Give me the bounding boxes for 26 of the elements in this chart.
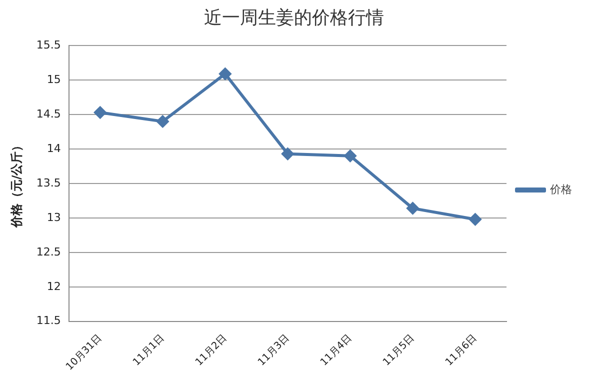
y-tick-label: 12	[46, 280, 61, 293]
x-tick-label: 10月31日	[64, 332, 104, 373]
x-tick-label: 11月5日	[381, 332, 417, 368]
y-tick-label: 14.5	[36, 107, 61, 120]
chart-title: 近一周生姜的价格行情	[204, 7, 384, 28]
y-tick-label: 15	[46, 72, 61, 86]
y-tick-label: 15.5	[36, 38, 61, 52]
x-tick-label: 11月4日	[318, 332, 354, 368]
y-tick-label: 13.5	[36, 176, 61, 190]
x-tick-label: 11月1日	[131, 332, 167, 368]
x-tick-label: 11月3日	[256, 332, 292, 368]
y-tick-label: 14	[46, 142, 61, 155]
y-tick-label: 12.5	[36, 245, 61, 258]
y-axis-title: 价格（元/公斤）	[9, 139, 24, 229]
point	[406, 202, 419, 214]
legend-label: 价格	[549, 182, 572, 196]
point	[156, 115, 169, 128]
x-tick-label: 11月6日	[444, 332, 480, 368]
point	[219, 68, 232, 80]
y-tick-label: 11.5	[36, 314, 61, 328]
y-tick-label: 13	[46, 210, 61, 224]
point	[282, 148, 294, 160]
x-tick-label: 11月2日	[194, 332, 230, 368]
point	[344, 150, 356, 162]
point	[94, 106, 106, 118]
point	[469, 213, 482, 226]
